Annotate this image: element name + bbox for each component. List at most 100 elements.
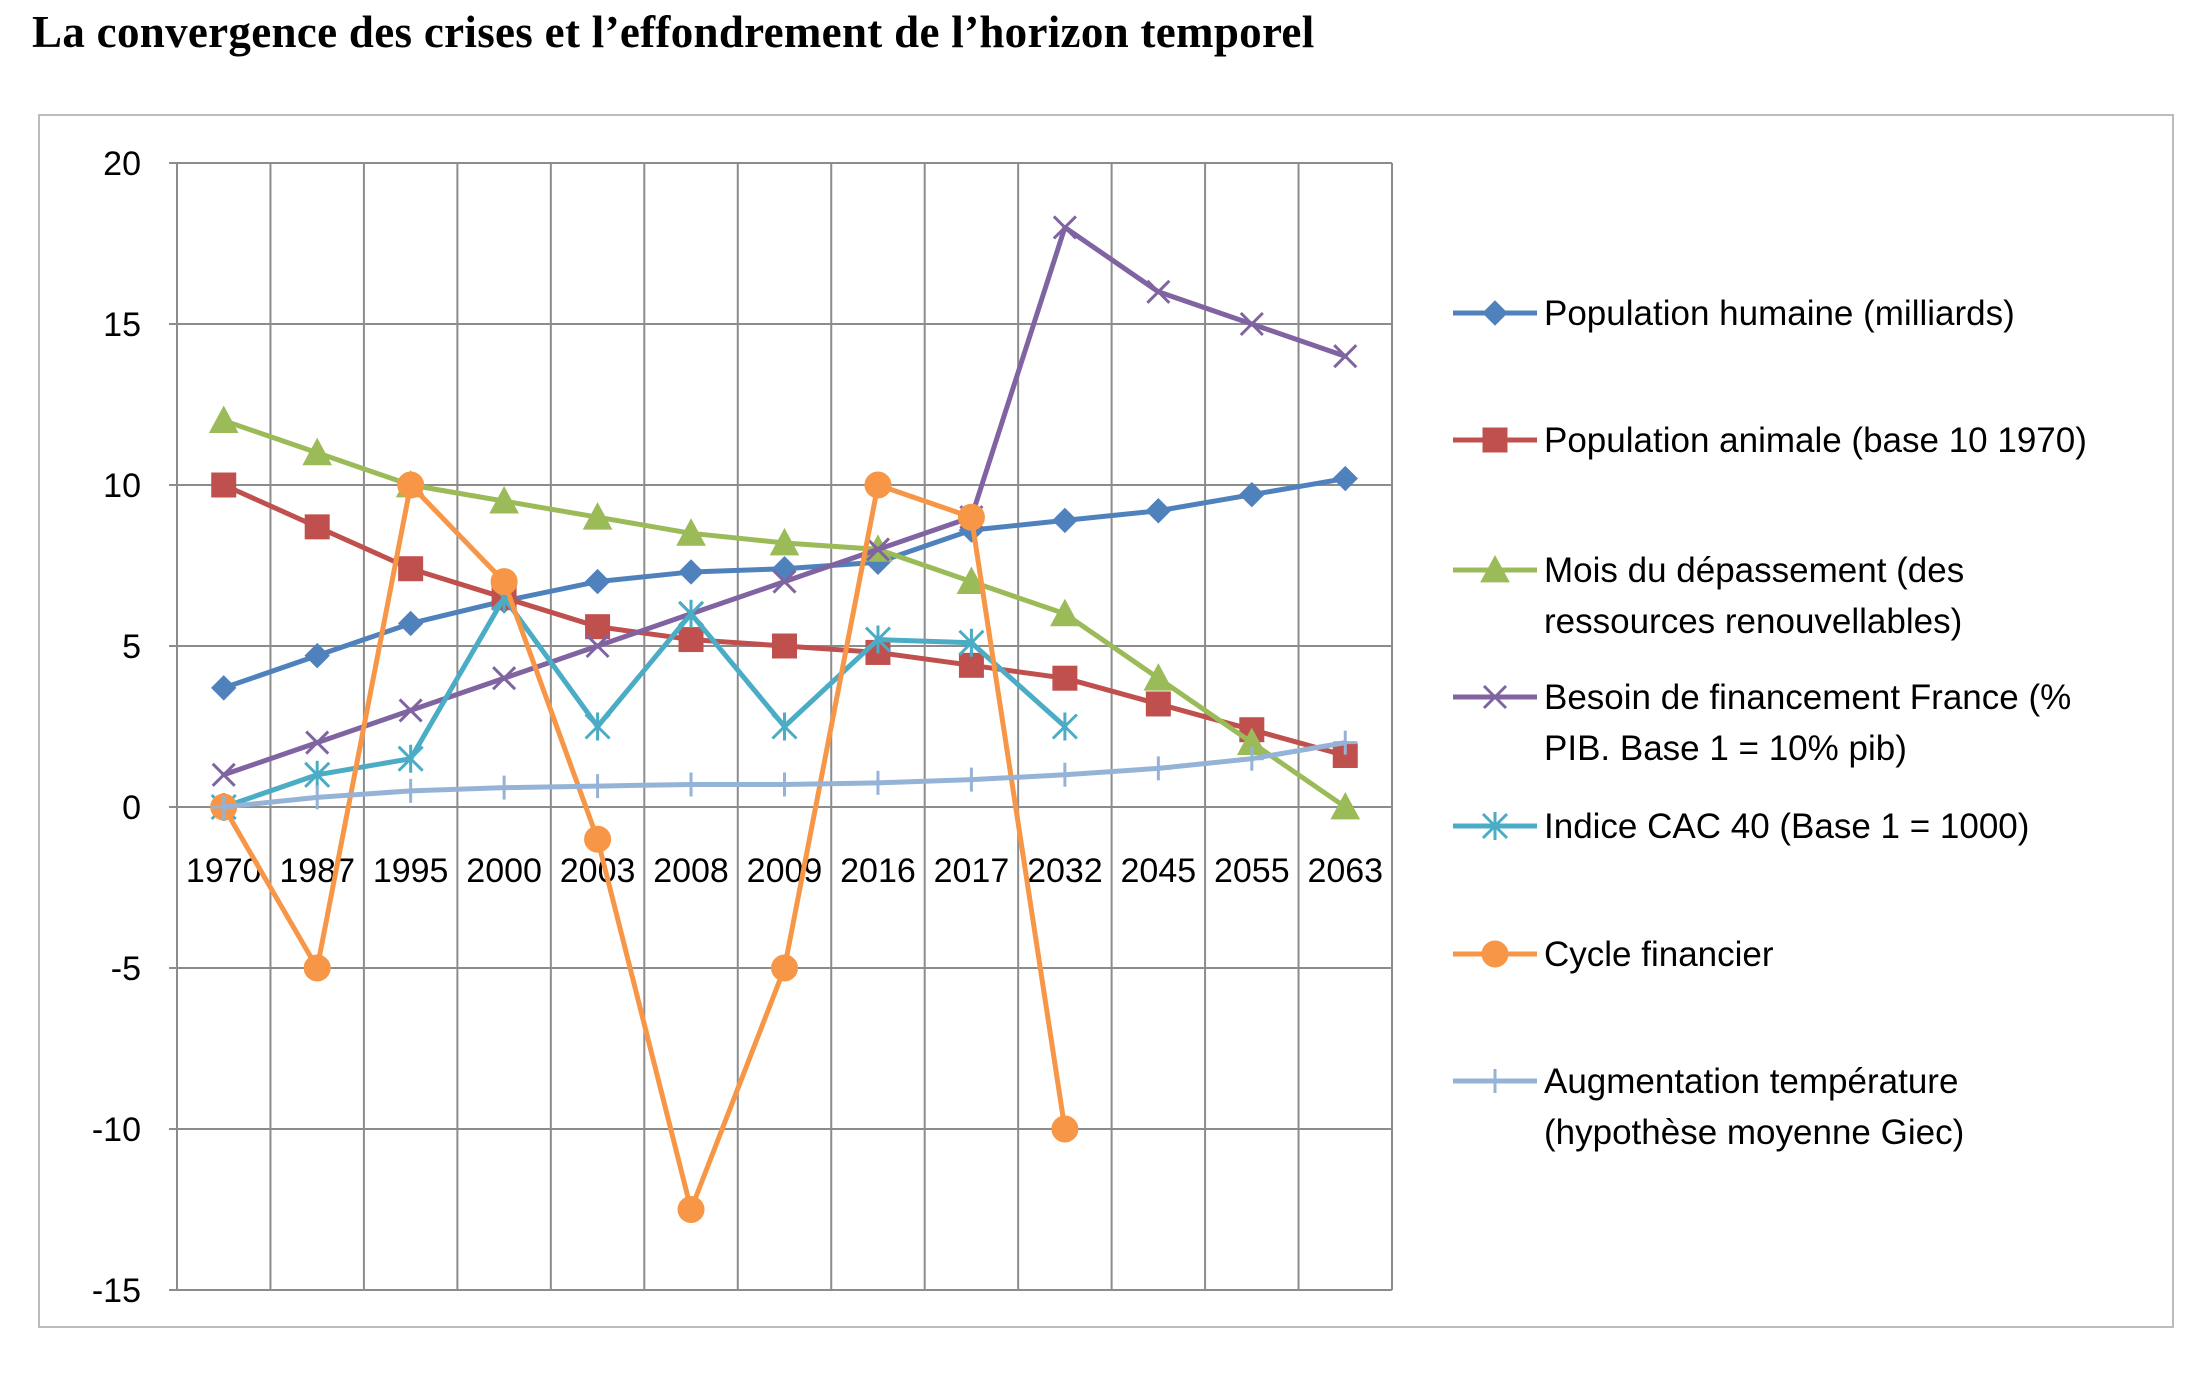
data-point	[865, 770, 890, 795]
data-point	[303, 954, 331, 982]
legend-marker	[1481, 812, 1509, 840]
data-point	[772, 569, 797, 594]
y-tick-label: 0	[122, 789, 141, 827]
data-point	[958, 628, 985, 657]
data-point	[208, 405, 239, 433]
data-point	[304, 514, 330, 540]
data-point	[304, 760, 331, 789]
y-tick-label: -5	[111, 950, 141, 988]
series-population-animale-base	[211, 472, 1358, 768]
data-point	[1332, 465, 1358, 492]
data-point	[864, 625, 892, 654]
data-point	[305, 730, 330, 755]
data-point	[679, 772, 704, 797]
data-point	[585, 614, 611, 640]
data-point	[1050, 598, 1080, 627]
x-tick-label: 1987	[279, 852, 355, 890]
y-axis-tick-labels: 20 15 10 5 0 -5 -10 -15	[92, 145, 141, 1310]
legend-item: Indice CAC 40 (Base 1 = 1000)	[1453, 807, 2029, 846]
data-point	[1051, 712, 1078, 741]
data-point	[584, 825, 612, 853]
data-point	[397, 471, 425, 499]
data-point	[398, 698, 423, 723]
x-tick-label: 2009	[747, 852, 823, 890]
legend-label: (hypothèse moyenne Giec)	[1544, 1113, 1964, 1152]
x-tick-label: 2000	[466, 852, 542, 890]
line-chart: 20 15 10 5 0 -5 -10 -15 1970 1987 1995 2000 2003 2008…	[92, 145, 2087, 1310]
data-point	[1052, 215, 1077, 240]
series-besoin-de-financement	[211, 215, 1358, 787]
series-line	[221, 482, 1068, 1212]
data-point	[1052, 762, 1077, 787]
legend-item: Besoin de financement France (% PIB. Base…	[1453, 678, 2071, 768]
data-point	[1146, 756, 1171, 781]
chart-area: 20 15 10 5 0 -5 -10 -15 1970 1987 1995 2000 2003 2008…	[38, 114, 2174, 1328]
x-tick-label: 2063	[1307, 852, 1383, 890]
legend-marker	[1482, 684, 1508, 710]
legend-label: Population humaine (milliards)	[1544, 294, 2015, 333]
legend-label: Besoin de financement France (%	[1544, 678, 2071, 717]
data-point	[1239, 311, 1264, 337]
legend-marker	[1483, 1069, 1507, 1093]
data-point	[398, 778, 423, 803]
data-point	[582, 502, 613, 530]
data-point	[678, 559, 704, 585]
data-point	[492, 775, 517, 800]
data-point	[1145, 691, 1171, 717]
x-tick-label: 2008	[653, 852, 729, 890]
data-point	[958, 652, 984, 678]
data-point	[584, 712, 611, 741]
data-point	[1333, 344, 1358, 369]
data-point	[1052, 665, 1078, 691]
data-point	[211, 472, 237, 498]
data-point	[585, 774, 610, 799]
legend: Population humaine (milliards) Population…	[1453, 294, 2087, 1152]
y-tick-label: 10	[103, 467, 141, 505]
legend-item: Augmentation température (hypothèse moyen…	[1453, 1062, 1964, 1152]
data-point	[1052, 507, 1078, 534]
data-point	[678, 627, 704, 653]
data-point	[1333, 730, 1358, 755]
data-point	[585, 633, 610, 659]
x-axis-tick-labels: 1970 1987 1995 2000 2003 2008 2009 2016 2017 2032…	[186, 852, 1383, 890]
data-point	[490, 568, 518, 596]
series-augmentation-temperature-hypothese	[211, 730, 1358, 819]
data-point	[677, 1196, 705, 1223]
y-tick-label: 5	[122, 628, 141, 666]
legend-label: Indice CAC 40 (Base 1 = 1000)	[1544, 807, 2029, 846]
data-point	[397, 744, 424, 773]
x-tick-label: 1995	[373, 852, 449, 890]
series-line	[221, 595, 1068, 810]
data-point	[956, 566, 987, 594]
data-point	[865, 537, 891, 562]
legend-marker	[1480, 554, 1510, 583]
data-point	[1051, 1115, 1079, 1143]
legend-marker	[1482, 300, 1508, 326]
data-point	[305, 785, 330, 810]
legend-marker	[1481, 940, 1509, 968]
data-point	[397, 610, 424, 637]
data-point	[1330, 791, 1361, 820]
data-point	[1332, 742, 1358, 768]
legend-item: Population animale (base 10 1970)	[1453, 421, 2087, 460]
data-point	[211, 762, 236, 787]
data-point	[771, 954, 798, 982]
data-point	[1239, 746, 1264, 771]
data-point	[211, 675, 237, 701]
data-point	[1143, 663, 1174, 691]
legend-label: Cycle financier	[1544, 935, 1774, 974]
legend-label: Augmentation température	[1544, 1062, 1958, 1101]
data-point	[769, 527, 800, 556]
x-tick-label: 2045	[1121, 852, 1197, 890]
x-tick-label: 1970	[186, 852, 262, 890]
gridlines	[169, 162, 1393, 1291]
legend-marker	[1482, 427, 1508, 453]
series-line	[221, 418, 1348, 810]
data-point	[211, 795, 236, 819]
x-tick-label: 2017	[934, 852, 1010, 890]
data-point	[772, 633, 797, 659]
legend-item: Mois du dépassement (des ressources renou…	[1453, 551, 1964, 641]
series-mois-du-depassement	[208, 405, 1361, 820]
page-title: La convergence des crises et l’effondrem…	[32, 7, 1315, 57]
data-point	[959, 767, 984, 792]
